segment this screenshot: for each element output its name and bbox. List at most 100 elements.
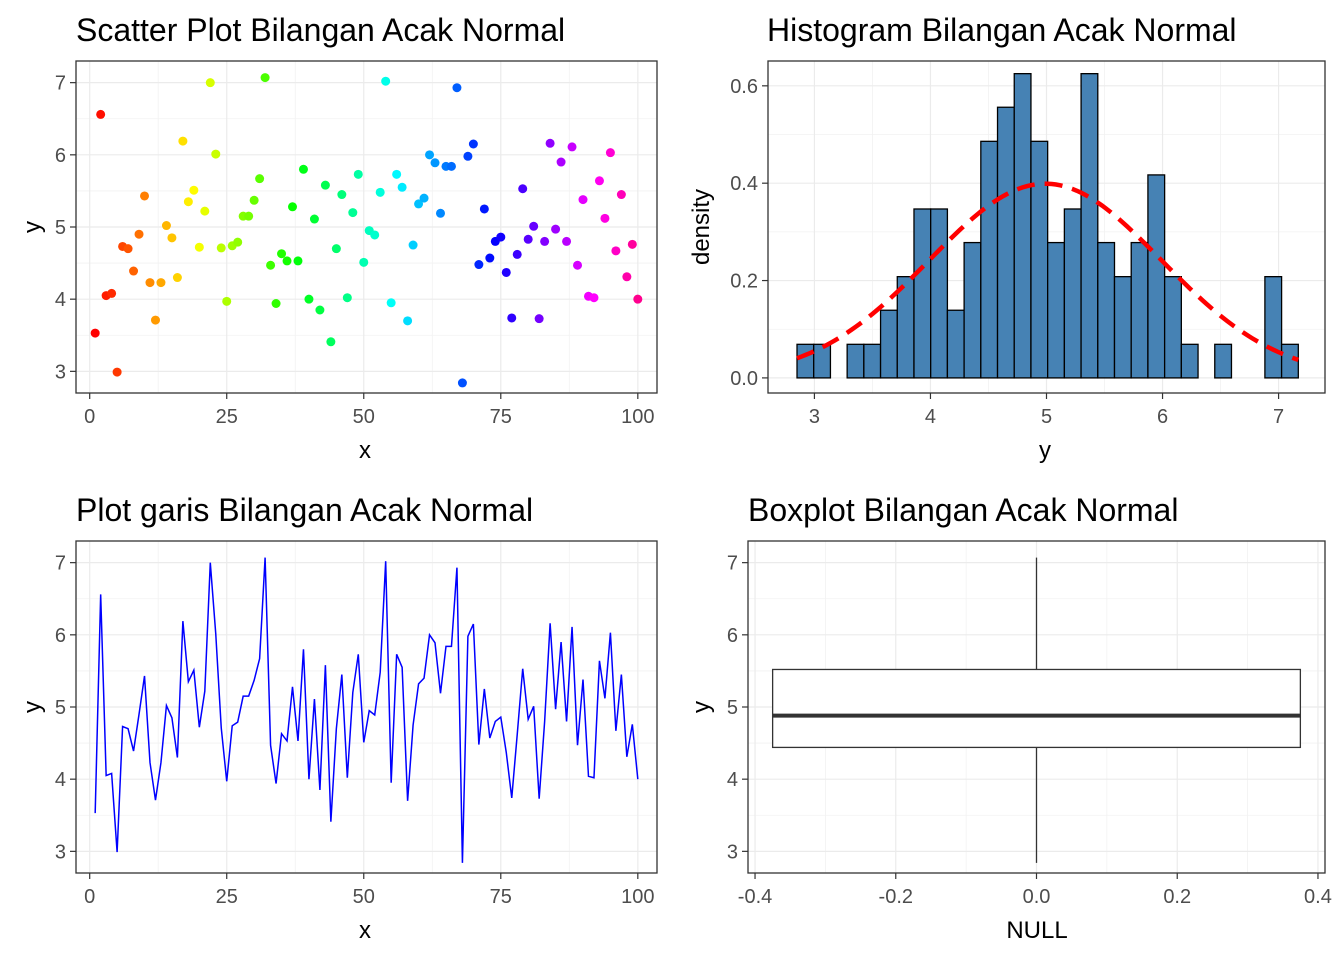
x-tick-label: 4	[925, 406, 936, 428]
scatter-point	[348, 208, 358, 218]
scatter-point	[112, 367, 122, 377]
scatter-point	[485, 253, 495, 263]
y-tick-label: 6	[727, 625, 738, 647]
histogram-bar	[846, 343, 865, 379]
scatter-point	[375, 187, 385, 197]
scatter-point	[255, 174, 265, 184]
histogram-bar	[1047, 241, 1066, 379]
scatter-point	[129, 266, 139, 276]
scatter-point	[622, 272, 632, 282]
scatter-point	[233, 237, 243, 247]
x-tick-label: 75	[490, 886, 512, 908]
histogram-bar	[1080, 73, 1099, 379]
scatter-point	[529, 221, 539, 231]
density-curve	[796, 181, 1300, 362]
line-panel: Plot garis Bilangan Acak Normal 0 25 50 75 1…	[19, 492, 658, 944]
scatter-point	[288, 202, 298, 212]
scatter-point	[123, 244, 133, 254]
x-tick-label: 5	[1041, 406, 1052, 428]
x-tick-label: 3	[809, 406, 820, 428]
y-tick-label: 3	[55, 361, 66, 383]
scatter-point	[260, 73, 270, 83]
scatter-point	[200, 206, 210, 216]
scatter-point	[150, 315, 160, 325]
scatter-point	[397, 182, 407, 192]
scatter-point	[167, 233, 177, 243]
scatter-point	[627, 239, 637, 249]
histogram-bar	[946, 309, 965, 379]
histogram-bar	[930, 208, 949, 379]
scatter-point	[534, 314, 544, 324]
histogram-bar	[1147, 174, 1166, 379]
x-tick-label: 0	[84, 406, 95, 428]
scatter-panel: Scatter Plot Bilangan Acak Normal 0 25 50 7…	[19, 12, 658, 464]
histogram-bar	[913, 208, 932, 379]
scatter-point	[474, 260, 484, 270]
scatter-point	[463, 151, 473, 161]
scatter-point	[337, 190, 347, 200]
boxplot-panel: Boxplot Bilangan Acak Normal -0.4 -0.2 0.0…	[688, 492, 1332, 944]
histogram-bar	[1030, 140, 1049, 379]
x-tick-label: 0	[84, 886, 95, 908]
scatter-point	[205, 78, 215, 88]
scatter-point	[309, 214, 319, 224]
histogram-bar	[1280, 343, 1299, 379]
scatter-point	[452, 83, 462, 93]
scatter-point	[172, 273, 182, 283]
scatter-point	[183, 197, 193, 207]
histogram-x-label: y	[1039, 437, 1051, 464]
histogram-bar	[1097, 241, 1116, 379]
x-tick-label: 0.2	[1163, 886, 1191, 908]
scatter-point	[161, 221, 171, 231]
box-iqr	[771, 668, 1302, 749]
scatter-point	[540, 236, 550, 246]
y-tick-label: 4	[55, 769, 66, 791]
scatter-point	[331, 244, 341, 254]
x-tick-label: 6	[1157, 406, 1168, 428]
scatter-point	[468, 139, 478, 149]
scatter-point	[633, 294, 643, 304]
scatter-point	[446, 161, 456, 171]
scatter-point	[107, 288, 117, 298]
boxplot-title: Boxplot Bilangan Acak Normal	[748, 492, 1178, 528]
scatter-point	[189, 185, 199, 195]
scatter-point	[140, 191, 150, 201]
scatter-point	[589, 293, 599, 303]
scatter-point	[573, 260, 583, 270]
scatter-point	[304, 294, 314, 304]
scatter-point	[496, 232, 506, 242]
scatter-point	[244, 211, 254, 221]
scatter-point	[381, 76, 391, 86]
scatter-point	[425, 150, 435, 160]
scatter-point	[408, 240, 418, 250]
y-tick-label: 5	[55, 217, 66, 239]
scatter-point	[518, 184, 528, 194]
scatter-point	[545, 138, 555, 148]
scatter-point	[249, 195, 259, 205]
scatter-point	[479, 204, 489, 214]
histogram-panel: Histogram Bilangan Acak Normal 3 4 5 6 7 0.0 0…	[688, 12, 1326, 464]
histogram-bar	[996, 106, 1015, 379]
histogram-bar	[980, 140, 999, 379]
y-tick-label: 7	[55, 553, 66, 575]
scatter-point	[90, 328, 100, 338]
histogram-bar	[1180, 343, 1199, 379]
scatter-point	[315, 305, 325, 315]
y-tick-label: 0.4	[730, 173, 758, 195]
y-tick-label: 3	[55, 841, 66, 863]
y-tick-label: 5	[55, 697, 66, 719]
histogram-bar	[813, 343, 832, 379]
scatter-point	[386, 298, 396, 308]
x-tick-label: 50	[353, 406, 375, 428]
scatter-point	[194, 242, 204, 252]
boxplot-y-label: y	[688, 701, 715, 713]
scatter-point	[271, 299, 281, 309]
line-series	[94, 557, 639, 863]
histogram-bar	[863, 343, 882, 379]
scatter-point	[216, 243, 226, 253]
x-tick-label: 75	[490, 406, 512, 428]
scatter-point	[266, 260, 276, 270]
line-x-label: x	[359, 917, 371, 944]
y-tick-label: 7	[55, 73, 66, 95]
